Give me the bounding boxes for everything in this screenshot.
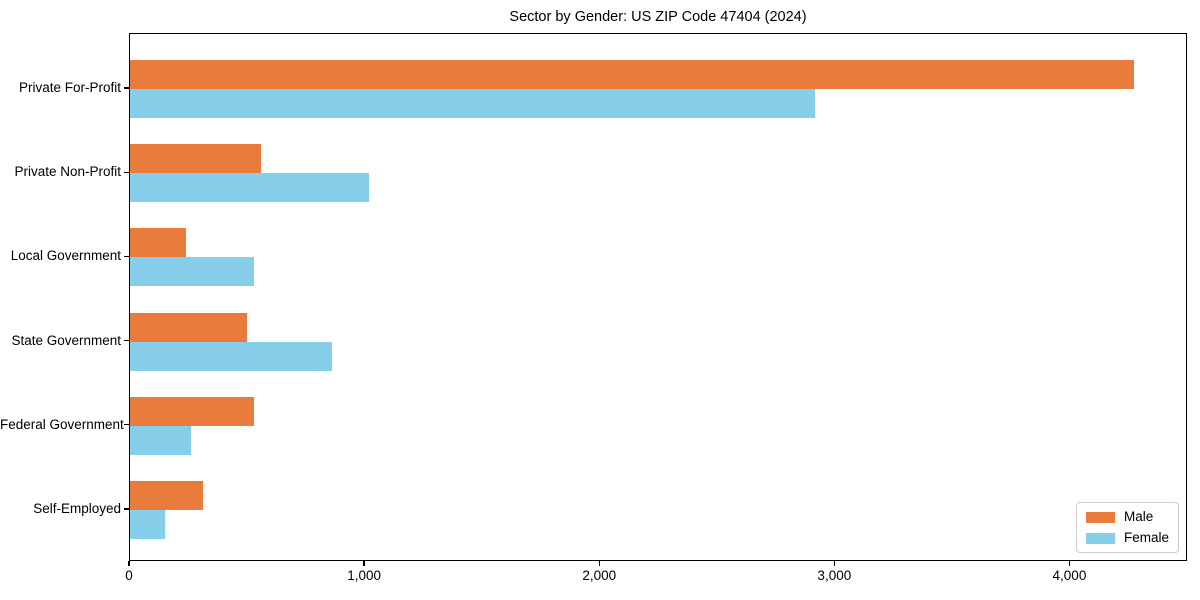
chart-title: Sector by Gender: US ZIP Code 47404 (202…: [509, 9, 807, 25]
y-tick-label-5: Self-Employed: [33, 501, 121, 516]
y-tick-mark-4: [124, 424, 129, 426]
legend-swatch-male-icon: [1085, 511, 1115, 523]
legend-label-male: Male: [1123, 509, 1154, 524]
x-tick-mark-2: [598, 561, 600, 566]
bar-female-4: [130, 425, 191, 455]
x-tick-label-3: 3,000: [817, 568, 852, 583]
y-tick-label-3: State Government: [11, 332, 121, 348]
y-tick-mark-1: [124, 171, 129, 173]
x-tick-label-0: 0: [125, 568, 133, 583]
legend-swatch-female-icon: [1085, 532, 1115, 544]
x-tick-mark-0: [128, 561, 130, 566]
bar-male-0: [130, 60, 1135, 89]
bar-female-2: [130, 257, 255, 287]
legend-label-female: Female: [1123, 530, 1169, 545]
plot-area: Male Female: [129, 33, 1187, 561]
bar-female-1: [130, 173, 370, 203]
bar-male-5: [130, 481, 203, 510]
y-tick-mark-2: [124, 255, 129, 258]
x-tick-label-1: 1,000: [347, 568, 382, 583]
x-tick-mark-3: [833, 561, 836, 566]
bar-female-3: [130, 341, 332, 371]
y-tick-mark-5: [124, 508, 129, 510]
y-tick-mark-0: [124, 87, 129, 89]
x-tick-mark-4: [1068, 561, 1071, 566]
legend: Male Female: [1075, 502, 1179, 553]
legend-item-male: Male: [1085, 509, 1169, 524]
y-tick-label-4: Federal Government: [0, 416, 124, 432]
bar-male-3: [130, 312, 248, 342]
y-tick-label-0: Private For-Profit: [18, 80, 121, 95]
y-tick-mark-3: [124, 339, 129, 342]
x-tick-label-2: 2,000: [582, 568, 617, 583]
bar-male-2: [130, 228, 187, 258]
y-tick-label-1: Private Non-Profit: [14, 164, 121, 180]
legend-item-female: Female: [1085, 530, 1169, 545]
x-tick-label-4: 4,000: [1052, 568, 1087, 583]
bar-male-1: [130, 144, 262, 174]
x-tick-mark-1: [363, 561, 365, 566]
bar-male-4: [130, 396, 255, 426]
bar-female-0: [130, 89, 816, 118]
y-tick-label-2: Local Government: [10, 248, 121, 264]
bar-female-5: [130, 510, 166, 539]
